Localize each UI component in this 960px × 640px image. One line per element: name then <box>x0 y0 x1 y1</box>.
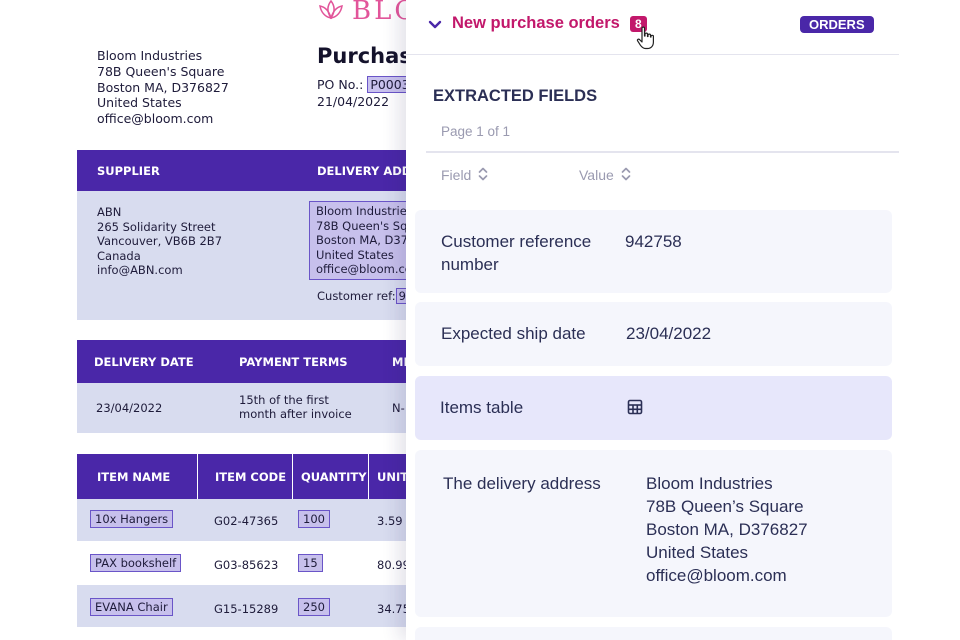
field-value-line: office@bloom.com <box>646 566 787 585</box>
field-value-line: United States <box>646 543 749 562</box>
column-header-value[interactable]: Value <box>579 166 632 183</box>
field-value: Bloom Industries 78B Queen’s Square Bost… <box>646 472 808 587</box>
field-value-line: Boston MA, D376827 <box>646 520 808 539</box>
delivery-line: office@bloom.co <box>316 262 412 277</box>
panel-header: New purchase orders 8 ORDERS <box>406 0 899 55</box>
unit-header: UNIT <box>377 469 409 484</box>
item-name-header: ITEM NAME <box>97 469 171 484</box>
payment-terms-value: 15th of the first month after invoice <box>239 393 352 421</box>
quantity-header: QUANTITY <box>301 469 367 484</box>
chevron-down-icon[interactable] <box>428 18 442 32</box>
po-date: 21/04/2022 <box>317 94 390 109</box>
supplier-line: Canada <box>97 248 141 263</box>
divider <box>426 151 899 153</box>
item-code-header: ITEM CODE <box>215 469 287 484</box>
queue-title[interactable]: New purchase orders <box>452 14 620 32</box>
sort-icon <box>479 167 488 181</box>
field-label: The delivery address <box>443 474 601 493</box>
field-row-customer-reference[interactable]: Customer reference number 942758 <box>415 210 892 293</box>
supplier-line: ABN <box>97 205 122 219</box>
orders-badge: ORDERS <box>800 16 874 33</box>
delivery-line: United States <box>316 247 394 262</box>
terms-block: 23/04/2022 15th of the first month after… <box>77 383 437 433</box>
item-code: G02-47365 <box>214 514 279 528</box>
delivery-line: Bloom Industries <box>316 204 413 218</box>
delivery-line: Boston MA, D376 <box>316 233 416 248</box>
page-indicator: Page 1 of 1 <box>441 124 511 139</box>
supplier-line: 265 Solidarity Street <box>97 219 216 234</box>
supplier-block: ABN 265 Solidarity Street Vancouver, VB6… <box>77 191 449 320</box>
supplier-header-band: SUPPLIER DELIVERY ADDR <box>77 150 437 191</box>
field-label: Customer reference number <box>441 230 591 276</box>
field-value: 23/04/2022 <box>626 324 712 343</box>
company-line: office@bloom.com <box>97 111 214 127</box>
supplier-line: info@ABN.com <box>97 263 183 278</box>
supplier-header: SUPPLIER <box>97 163 160 178</box>
quantity-highlight[interactable]: 15 <box>298 554 323 572</box>
field-row[interactable] <box>415 627 892 640</box>
delivery-date-header: DELIVERY DATE <box>94 354 194 369</box>
sort-icon <box>621 167 631 181</box>
lotus-icon <box>319 0 343 20</box>
field-label-line: number <box>441 255 499 274</box>
field-value-line: 78B Queen’s Square <box>646 497 804 516</box>
field-value: 942758 <box>625 232 682 251</box>
po-meta: PO No.: P0003 21/04/2022 <box>317 76 413 110</box>
field-label-line: Customer reference <box>441 232 592 251</box>
column-header-field[interactable]: Field <box>441 166 489 183</box>
column-header-label: Value <box>579 167 614 183</box>
item-code: G03-85623 <box>214 558 279 572</box>
customer-ref: Customer ref:94 <box>317 288 417 304</box>
field-row-items-table[interactable]: Items table <box>415 376 892 440</box>
unit-price: 3.59 <box>377 514 403 528</box>
unit-price: 80.99 <box>377 558 410 572</box>
field-label: Items table <box>440 398 524 417</box>
po-number-highlight[interactable]: P0003 <box>367 76 413 93</box>
company-line: Boston MA, D376827 <box>97 79 229 95</box>
item-name-highlight[interactable]: 10x Hangers <box>90 510 174 528</box>
column-header-label: Field <box>441 167 472 183</box>
company-address: Bloom Industries 78B Queen's Square Bost… <box>97 48 229 127</box>
company-line: United States <box>97 95 182 111</box>
quantity-highlight[interactable]: 100 <box>298 510 330 528</box>
field-row-delivery-address[interactable]: The delivery address Bloom Industries 78… <box>415 450 892 617</box>
po-label: PO No.: <box>317 77 364 92</box>
unit-price: 34.75 <box>377 602 410 616</box>
items-header-band: ITEM NAME ITEM CODE QUANTITY UNIT <box>77 454 437 499</box>
company-line: Bloom Industries <box>97 48 203 63</box>
payment-terms-header: PAYMENT TERMS <box>239 354 348 369</box>
delivery-header: DELIVERY ADDR <box>317 163 421 178</box>
delivery-line: 78B Queen's Squa <box>316 218 422 233</box>
item-code: G15-15289 <box>214 602 279 616</box>
delivery-date-value: 23/04/2022 <box>96 401 163 415</box>
item-name-highlight[interactable]: EVANA Chair <box>90 598 173 616</box>
extracted-fields-panel: New purchase orders 8 ORDERS EXTRACTED F… <box>406 0 960 640</box>
table-icon[interactable] <box>627 399 643 415</box>
customer-ref-label: Customer ref: <box>317 289 396 303</box>
section-title: EXTRACTED FIELDS <box>433 87 598 105</box>
method-value: N- <box>392 401 405 415</box>
supplier-line: Vancouver, VB6B 2B7 <box>97 234 223 249</box>
terms-header-band: DELIVERY DATE PAYMENT TERMS ME <box>77 340 437 383</box>
hand-cursor-icon <box>636 26 654 50</box>
item-name-highlight[interactable]: PAX bookshelf <box>90 554 182 572</box>
company-line: 78B Queen's Square <box>97 63 225 79</box>
field-row-expected-ship-date[interactable]: Expected ship date 23/04/2022 <box>415 302 892 366</box>
quantity-highlight[interactable]: 250 <box>298 598 330 616</box>
field-label: Expected ship date <box>441 324 586 343</box>
field-value-line: Bloom Industries <box>646 474 773 493</box>
supplier-address: ABN 265 Solidarity Street Vancouver, VB6… <box>97 205 222 278</box>
